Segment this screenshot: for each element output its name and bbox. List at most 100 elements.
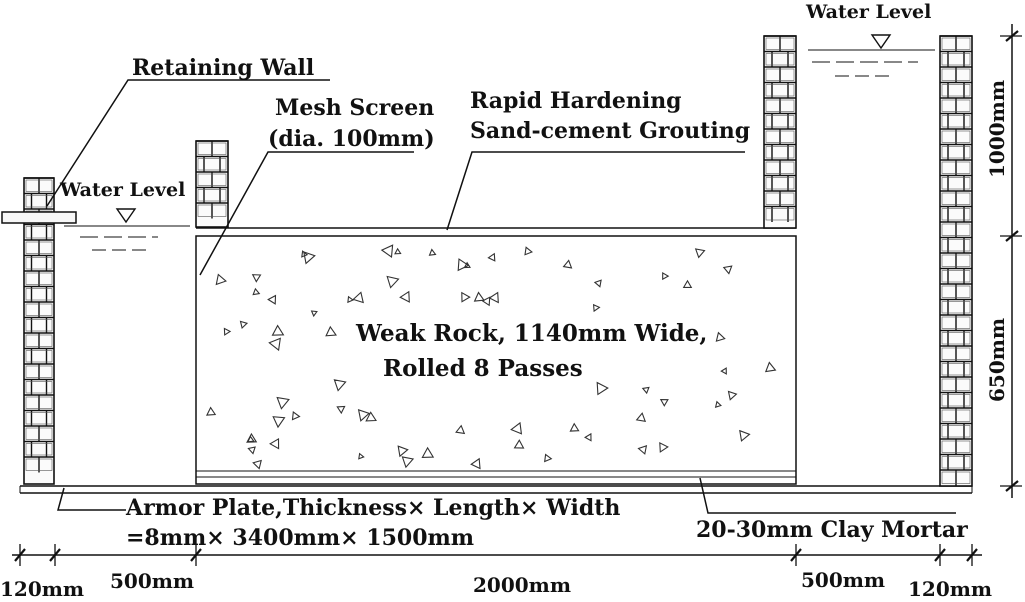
aggregate-grain: [592, 303, 601, 313]
aggregate-grain: [461, 291, 471, 303]
water-level-left-label: Water Level: [59, 179, 185, 201]
right-inner-wall: [763, 35, 797, 229]
brick-face: [765, 53, 795, 66]
armor-plate-base: [19, 485, 973, 494]
aggregate-grain: [291, 410, 301, 421]
brick-face: [941, 332, 971, 345]
aggregate-grain: [510, 421, 523, 435]
aggregate-grain: [455, 424, 466, 435]
bottom-dimension-line: [12, 544, 982, 566]
brick-face: [25, 272, 53, 285]
aggregate-grain: [223, 327, 232, 336]
brick-face: [25, 241, 53, 254]
armor-plate-size-label: =8mm× 3400mm× 1500mm: [126, 525, 474, 551]
aggregate-grain: [272, 416, 286, 429]
brick-face: [941, 316, 971, 329]
brick-face: [25, 412, 53, 425]
brick-face: [765, 115, 795, 128]
aggregate-grain: [513, 439, 525, 449]
aggregate-grain: [357, 408, 371, 422]
aggregate-grain: [481, 296, 491, 307]
brick-face: [197, 189, 227, 202]
aggregate-grain: [347, 295, 355, 304]
aggregate-grain: [662, 271, 670, 281]
rolled-passes-label: Rolled 8 Passes: [383, 355, 583, 382]
dimension-tick: [966, 548, 978, 562]
brick-face: [25, 427, 53, 440]
brick-face: [25, 303, 53, 316]
dimension-tick: [14, 548, 26, 562]
aggregate-grain: [727, 390, 738, 401]
aggregate-grain: [239, 320, 249, 330]
aggregate-grain: [301, 250, 309, 258]
brick-face: [941, 223, 971, 236]
aggregate-grain: [247, 446, 256, 455]
left-wall-cap-plate: [1, 211, 77, 224]
aggregate-grain: [635, 412, 647, 422]
aggregate-grain: [596, 381, 609, 396]
brick-face: [941, 68, 971, 81]
aggregate-grain: [268, 337, 281, 352]
brick-face: [25, 257, 53, 270]
brick-face: [25, 365, 53, 378]
brick-face: [941, 409, 971, 422]
brick-face: [765, 161, 795, 174]
dimension-right-wall: 120mm: [908, 577, 992, 601]
aggregate-grain: [562, 259, 573, 269]
brick-face: [765, 192, 795, 205]
brick-face: [941, 270, 971, 283]
brick-face: [25, 458, 53, 471]
brick-face: [941, 394, 971, 407]
clay-mortar-label: 20-30mm Clay Mortar: [696, 517, 968, 543]
aggregate-grain: [715, 331, 726, 342]
brick-face: [941, 254, 971, 267]
aggregate-grain: [380, 244, 394, 259]
brick-face: [765, 68, 795, 81]
brick-face: [941, 192, 971, 205]
aggregate-grain: [252, 287, 261, 296]
aggregate-grain: [365, 411, 377, 422]
dimension-tick: [1005, 480, 1019, 492]
left-retaining-wall: [1, 177, 77, 485]
brick-face: [25, 319, 53, 332]
mesh-screen-label: Mesh Screen: [275, 95, 434, 121]
brick-face: [941, 37, 971, 50]
right-dimension-line: [1000, 24, 1022, 498]
brick-face: [25, 396, 53, 409]
brick-face: [765, 208, 795, 221]
brick-face: [941, 53, 971, 66]
aggregate-grain: [251, 274, 262, 283]
aggregate-grain: [457, 258, 470, 272]
brick-face: [765, 130, 795, 143]
brick-face: [941, 471, 971, 484]
aggregate-grain: [336, 405, 346, 415]
brick-face: [941, 301, 971, 314]
aggregate-grain: [659, 441, 669, 453]
aggregate-grain: [421, 446, 435, 458]
aggregate-grain: [401, 456, 415, 469]
aggregate-grain: [428, 248, 437, 256]
dimension-left-channel: 500mm: [110, 569, 194, 593]
brick-face: [197, 142, 227, 155]
dimension-tick: [934, 548, 946, 562]
brick-face: [197, 204, 227, 217]
aggregate-grain: [252, 459, 262, 470]
mesh-screen-dia-label: (dia. 100mm): [268, 126, 435, 152]
aggregate-grain: [739, 429, 751, 442]
dimension-tick: [1005, 230, 1019, 242]
aggregate-grain: [764, 361, 777, 373]
aggregate-grain: [487, 252, 496, 262]
brick-face: [25, 179, 53, 192]
brick-face: [941, 378, 971, 391]
aggregate-grain: [276, 396, 290, 410]
dimension-tick: [1005, 30, 1019, 42]
aggregate-grain: [399, 290, 410, 303]
aggregate-grain: [524, 246, 533, 256]
aggregate-grain: [682, 279, 693, 288]
aggregate-grain: [205, 406, 217, 416]
aggregate-grain: [722, 265, 733, 275]
dimension-rock-height: 650mm: [985, 318, 1009, 402]
water-level-right-label: Water Level: [805, 1, 931, 23]
aggregate-grain: [352, 291, 364, 304]
